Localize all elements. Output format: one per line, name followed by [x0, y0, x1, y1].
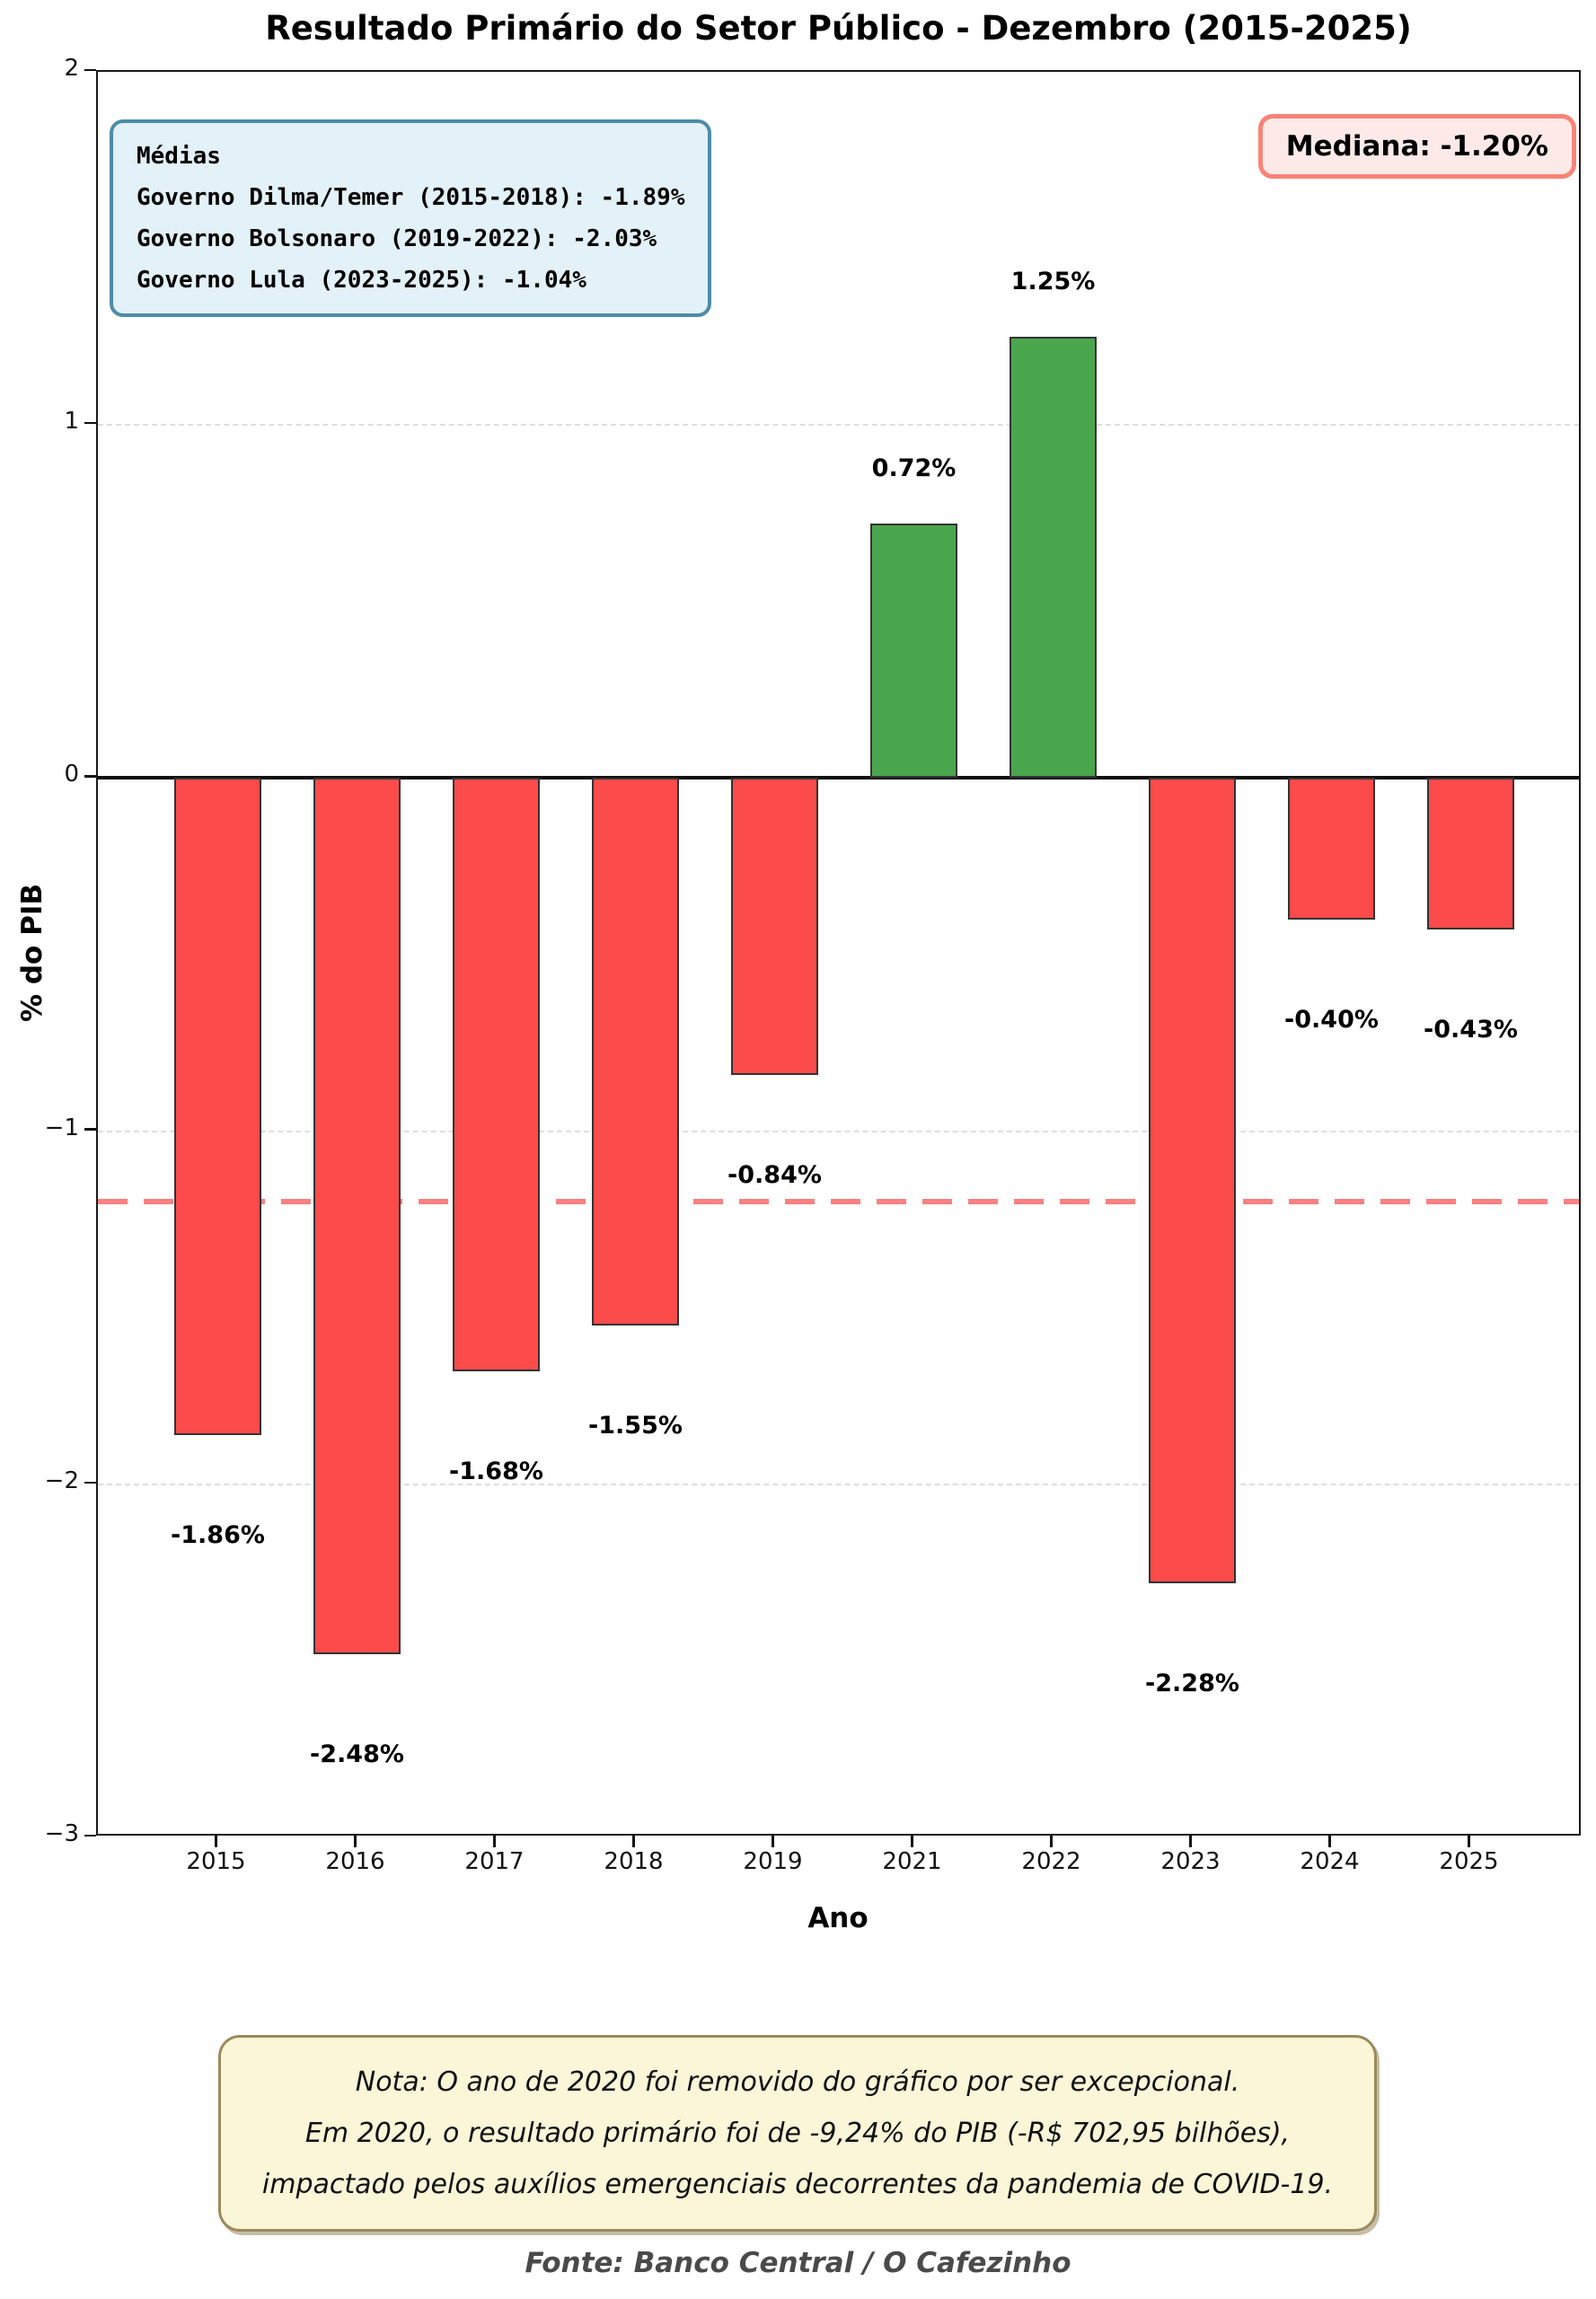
averages-line: Governo Bolsonaro (2019-2022): -2.03%	[137, 225, 657, 252]
bar-2018	[592, 778, 679, 1326]
bar-2024	[1288, 778, 1375, 920]
value-label-2019: -0.84%	[727, 1160, 822, 1189]
value-label-2016: -2.48%	[310, 1740, 404, 1768]
x-tick	[632, 1836, 635, 1847]
averages-line: Governo Lula (2023-2025): -1.04%	[137, 267, 586, 294]
note-line: Nota: O ano de 2020 foi removido do gráf…	[355, 2066, 1240, 2098]
averages-lines: Governo Dilma/Temer (2015-2018): -1.89% G…	[137, 177, 684, 301]
note-line: Em 2020, o resultado primário foi de -9,…	[304, 2118, 1291, 2149]
note-line: impactado pelos auxílios emergenciais de…	[261, 2169, 1334, 2200]
bar-2022	[1010, 336, 1097, 779]
x-axis-title: Ano	[807, 1902, 869, 1934]
averages-title: Médias	[137, 143, 221, 170]
x-tick	[1189, 1836, 1192, 1847]
y-tick-label: 2	[64, 55, 79, 82]
note-box: Nota: O ano de 2020 foi removido do gráf…	[218, 2035, 1377, 2232]
x-tick-label: 2016	[325, 1848, 385, 1875]
y-tick	[84, 1481, 96, 1484]
x-tick	[1050, 1836, 1053, 1847]
x-tick-label: 2024	[1300, 1848, 1360, 1875]
y-tick-label: −1	[44, 1114, 79, 1141]
x-tick-label: 2025	[1439, 1848, 1499, 1875]
value-label-2021: 0.72%	[871, 454, 957, 483]
y-tick	[84, 68, 96, 72]
x-tick	[354, 1836, 357, 1847]
zero-line	[98, 776, 1579, 780]
y-tick-label: −3	[44, 1820, 79, 1847]
y-axis-title: % do PIB	[16, 883, 48, 1023]
source-caption: Fonte: Banco Central / O Cafezinho	[525, 2247, 1071, 2279]
value-label-2024: -0.40%	[1284, 1005, 1379, 1034]
bar-2017	[453, 778, 540, 1371]
y-tick	[84, 1834, 96, 1837]
bar-2025	[1427, 778, 1514, 930]
value-label-2018: -1.55%	[588, 1411, 683, 1440]
x-tick-label: 2019	[743, 1848, 803, 1875]
bar-2023	[1149, 778, 1236, 1583]
y-tick-label: 0	[64, 761, 79, 788]
value-label-2023: -2.28%	[1145, 1669, 1239, 1697]
y-tick	[84, 1128, 96, 1131]
bar-2021	[870, 524, 957, 779]
value-label-2025: -0.43%	[1424, 1016, 1518, 1044]
value-label-2022: 1.25%	[1010, 267, 1096, 295]
x-tick-label: 2022	[1021, 1848, 1081, 1875]
median-badge: Mediana: -1.20%	[1257, 114, 1576, 179]
y-gridline	[98, 424, 1579, 427]
x-tick-label: 2021	[882, 1848, 942, 1875]
chart-title: Resultado Primário do Setor Público - De…	[265, 9, 1412, 48]
y-tick-label: −2	[44, 1467, 79, 1494]
y-gridline	[98, 1483, 1579, 1485]
y-tick	[84, 775, 96, 778]
x-tick	[215, 1836, 217, 1847]
y-gridline	[98, 1130, 1579, 1132]
bar-2015	[174, 778, 261, 1435]
x-tick-label: 2023	[1160, 1848, 1221, 1875]
median-line	[98, 1199, 1579, 1205]
x-tick	[493, 1836, 496, 1847]
x-tick	[1468, 1836, 1470, 1847]
x-tick-label: 2018	[604, 1848, 664, 1875]
x-tick	[911, 1836, 913, 1847]
x-tick	[772, 1836, 774, 1847]
x-tick-label: 2015	[186, 1848, 246, 1875]
value-label-2017: -1.68%	[449, 1457, 543, 1485]
plot-area: Médias Governo Dilma/Temer (2015-2018): …	[96, 70, 1581, 1836]
x-tick-label: 2017	[464, 1848, 525, 1875]
bar-2019	[731, 778, 818, 1075]
x-tick	[1328, 1836, 1331, 1847]
bar-2016	[313, 778, 401, 1654]
value-label-2015: -1.86%	[171, 1520, 265, 1549]
averages-legend-box: Médias Governo Dilma/Temer (2015-2018): …	[110, 119, 712, 317]
averages-line: Governo Dilma/Temer (2015-2018): -1.89%	[137, 184, 685, 211]
y-tick-label: 1	[64, 408, 79, 436]
y-tick	[84, 421, 96, 425]
